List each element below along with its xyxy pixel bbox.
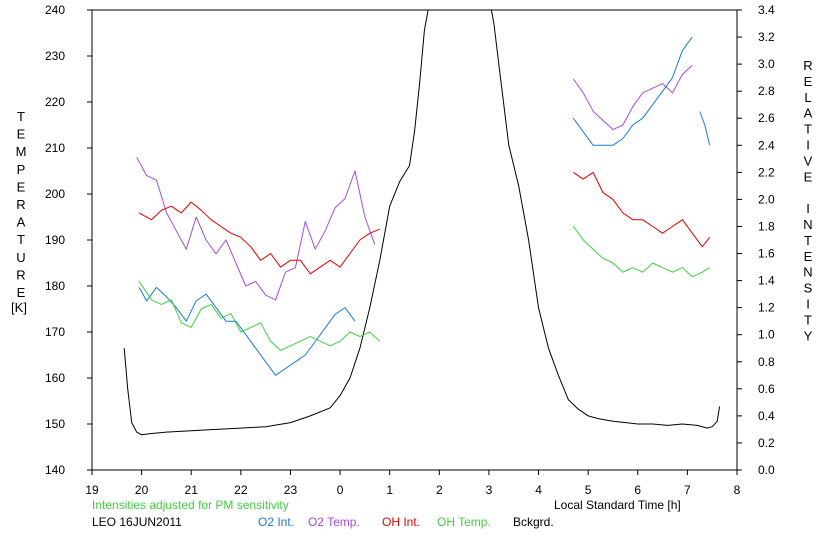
right-tick-label: 1.0 (758, 328, 775, 342)
right-axis-label-letter: S (804, 281, 813, 296)
right-axis-label-letter: T (804, 122, 812, 137)
left-tick-label: 230 (45, 49, 65, 63)
left-axis-label-letter: E (17, 285, 26, 300)
x-tick-label: 23 (284, 483, 298, 497)
right-axis-ticks: 0.0 0.2 0.4 0.6 0.8 1.0 1.2 1.4 1.6 1.8 2.0 2.2 2.4 2… (737, 3, 775, 477)
left-axis-ticks: 140 150 160 170 180 190 200 210 220 230 240 (45, 3, 92, 477)
x-tick-label: 0 (337, 483, 344, 497)
right-tick-label: 2.8 (758, 84, 775, 98)
x-tick-label: 8 (734, 483, 741, 497)
legend-item-bckgrd: Bckgrd. (513, 515, 554, 529)
left-tick-label: 140 (45, 463, 65, 477)
right-axis-label-letter: I (806, 138, 810, 153)
left-axis-unit: [K] (11, 300, 27, 315)
left-tick-label: 220 (45, 95, 65, 109)
left-axis-label-letter: T (17, 232, 25, 247)
series-line-o2-temp (572, 64, 693, 131)
left-axis-label-letter: E (17, 179, 26, 194)
right-axis-label-letter: V (804, 153, 813, 168)
series-line-o2-int (572, 36, 693, 146)
left-tick-label: 150 (45, 417, 65, 431)
left-tick-label: 180 (45, 279, 65, 293)
right-axis-label-letter: I (806, 297, 810, 312)
legend-item-oh-temp: OH Temp. (437, 515, 491, 529)
right-tick-label: 1.6 (758, 247, 775, 261)
x-tick-label: 3 (486, 483, 493, 497)
right-tick-label: 2.4 (758, 138, 775, 152)
right-axis-label-letter: E (804, 249, 813, 264)
left-tick-label: 210 (45, 141, 65, 155)
right-tick-label: 0.4 (758, 409, 775, 423)
right-tick-label: 2.6 (758, 111, 775, 125)
x-tick-label: 4 (535, 483, 542, 497)
x-tick-label: 22 (234, 483, 248, 497)
x-tick-label: 1 (386, 483, 393, 497)
series-line-o2-temp (136, 156, 376, 301)
right-tick-label: 2.0 (758, 192, 775, 206)
left-axis-label-letter: A (17, 215, 26, 230)
x-axis-label: Local Standard Time [h] (554, 498, 681, 512)
left-axis-label-letter: P (17, 162, 26, 177)
x-tick-label: 21 (185, 483, 199, 497)
right-axis-label-letter: T (804, 233, 812, 248)
left-axis-label-letter: T (17, 109, 25, 124)
right-tick-label: 1.4 (758, 274, 775, 288)
right-tick-label: 1.8 (758, 219, 775, 233)
right-axis-label-letter: I (806, 201, 810, 216)
left-axis-label-letter: R (16, 197, 25, 212)
right-tick-label: 0.6 (758, 382, 775, 396)
x-tick-label: 5 (585, 483, 592, 497)
legend-item-o2-int: O2 Int. (258, 515, 294, 529)
right-axis-label-letter: A (804, 106, 813, 121)
right-tick-label: 1.2 (758, 301, 775, 315)
x-axis-ticks: 19 20 21 22 23 0 1 2 3 4 5 6 7 8 (85, 470, 741, 497)
left-tick-label: 160 (45, 371, 65, 385)
x-tick-label: 7 (684, 483, 691, 497)
left-tick-label: 240 (45, 3, 65, 17)
right-tick-label: 0.8 (758, 355, 775, 369)
station-date-label: LEO 16JUN2011 (92, 515, 182, 529)
right-tick-label: 2.2 (758, 165, 775, 179)
right-axis-label-letter: Y (804, 328, 813, 343)
x-tick-label: 20 (135, 483, 149, 497)
right-axis-label-letter: N (803, 217, 812, 232)
right-axis-label-letter: L (804, 90, 811, 105)
series-line-oh-int (138, 201, 380, 275)
right-tick-label: 3.2 (758, 30, 775, 44)
left-axis-label-letter: R (16, 267, 25, 282)
series-line-oh-int (573, 171, 711, 248)
legend-item-oh-int: OH Int. (382, 515, 420, 529)
x-tick-label: 6 (634, 483, 641, 497)
right-tick-label: 3.4 (758, 3, 775, 17)
legend: O2 Int. O2 Temp. OH Int. OH Temp. Bckgrd. (258, 515, 554, 529)
left-axis-label-letter: U (16, 250, 25, 265)
legend-item-o2-temp: O2 Temp. (308, 515, 360, 529)
left-axis-label-letter: M (16, 144, 27, 159)
right-axis-label-letter: E (804, 169, 813, 184)
series-line-oh-temp (138, 281, 381, 351)
x-tick-label: 19 (85, 483, 99, 497)
left-tick-label: 170 (45, 325, 65, 339)
right-axis-label-letter: E (804, 74, 813, 89)
right-axis-label-letter: T (804, 312, 812, 327)
right-axis-label-letter: R (803, 58, 812, 73)
right-tick-label: 0.0 (758, 463, 775, 477)
series-line-o2-int (699, 111, 711, 146)
left-tick-label: 190 (45, 233, 65, 247)
left-tick-label: 200 (45, 187, 65, 201)
traces (123, 10, 721, 436)
left-axis-label-letter: E (17, 127, 26, 142)
pm-sensitivity-annotation: Intensities adjusted for PM sensitivity (92, 498, 289, 512)
right-tick-label: 0.2 (758, 436, 775, 450)
right-axis-label-letter: N (803, 265, 812, 280)
x-tick-label: 2 (436, 483, 443, 497)
right-tick-label: 3.0 (758, 57, 775, 71)
series-line-oh-temp (572, 225, 710, 278)
series-line-bckgrd (123, 10, 721, 436)
